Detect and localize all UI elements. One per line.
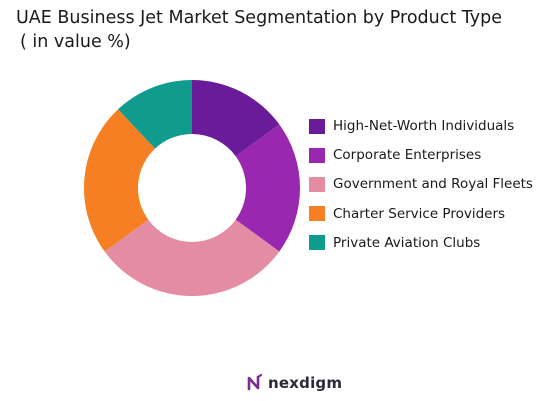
legend-label: Corporate Enterprises (333, 147, 482, 164)
legend-label: Government and Royal Fleets (333, 176, 533, 193)
donut-slice-3 (83, 109, 156, 252)
legend-item-1: Corporate Enterprises (309, 145, 533, 165)
legend-swatch (309, 176, 325, 192)
legend-item-2: Government and Royal Fleets (309, 174, 533, 194)
donut-slice-2 (104, 219, 280, 296)
legend-item-4: Private Aviation Clubs (309, 233, 533, 253)
legend-item-3: Charter Service Providers (309, 204, 533, 224)
brand-logo: nexdigm (246, 373, 342, 393)
donut-slice-1 (235, 124, 300, 252)
legend-label: High-Net-Worth Individuals (333, 118, 515, 134)
chart-title-text: UAE Business Jet Market Segmentation by … (16, 8, 502, 28)
nexdigm-logo-icon (247, 373, 263, 391)
legend-item-0: High-Net-Worth Individuals (309, 116, 533, 136)
donut-slice-0 (192, 80, 280, 157)
legend-swatch (309, 235, 325, 251)
legend-label: Private Aviation Clubs (333, 234, 481, 251)
chart-subtitle: ( in value %) (20, 32, 131, 52)
legend-swatch (309, 147, 325, 163)
chart-title: UAE Business Jet Market Segmentation by … (16, 6, 536, 54)
chart-legend: High-Net-Worth Individuals Corporate Ente… (309, 116, 533, 262)
legend-swatch (309, 206, 325, 222)
legend-label: Charter Service Providers (333, 205, 506, 222)
legend-swatch (309, 118, 325, 134)
donut-slice-4 (118, 80, 192, 149)
brand-name: nexdigm (268, 374, 343, 392)
